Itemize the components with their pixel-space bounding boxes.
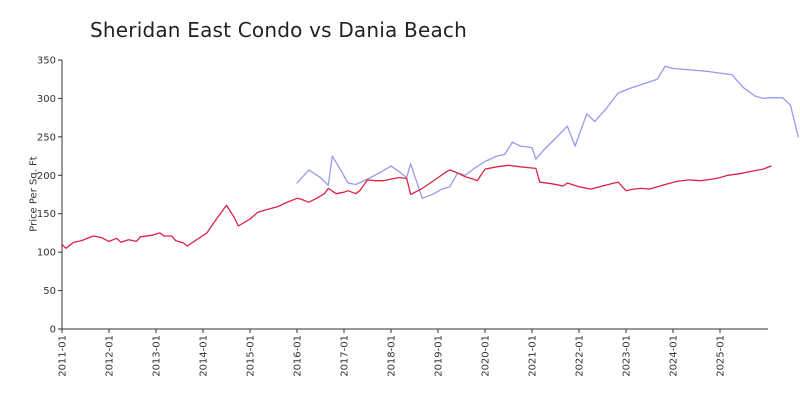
x-tick-label: 2018-01 — [387, 335, 398, 377]
x-tick-label: 2014-01 — [199, 335, 210, 377]
y-tick-label: 50 — [43, 286, 56, 297]
series-group — [61, 65, 799, 249]
x-tick-label: 2024-01 — [669, 335, 680, 377]
y-tick-label: 250 — [37, 132, 56, 143]
x-tick-label: 2011-01 — [58, 335, 69, 377]
y-tick-label: 150 — [37, 209, 56, 220]
y-tick-label: 100 — [37, 248, 56, 259]
x-tick-label: 2015-01 — [246, 335, 257, 377]
chart-title: Sheridan East Condo vs Dania Beach — [90, 18, 467, 42]
y-tick-label: 350 — [37, 56, 56, 67]
y-tick-label: 200 — [37, 171, 56, 182]
axes: 0 50 100 150 200 250 300 350 2011-01 2012-01 2013-… — [37, 56, 768, 377]
y-tick-label: 300 — [37, 94, 56, 105]
x-tick-label: 2016-01 — [293, 335, 304, 377]
x-tick-label: 2019-01 — [434, 335, 445, 377]
x-tick-label: 2022-01 — [575, 335, 586, 377]
x-tick-label: 2013-01 — [152, 335, 163, 377]
x-tick-label: 2017-01 — [340, 335, 351, 377]
y-tick-label: 0 — [50, 325, 56, 336]
series-line-red — [61, 164, 772, 249]
x-tick-label: 2025-01 — [716, 335, 727, 377]
x-tick-label: 2023-01 — [622, 335, 633, 377]
x-tick-label: 2020-01 — [481, 335, 492, 377]
x-tick-label: 2012-01 — [105, 335, 116, 377]
series-line-blue — [296, 65, 799, 199]
x-tick-label: 2021-01 — [528, 335, 539, 377]
